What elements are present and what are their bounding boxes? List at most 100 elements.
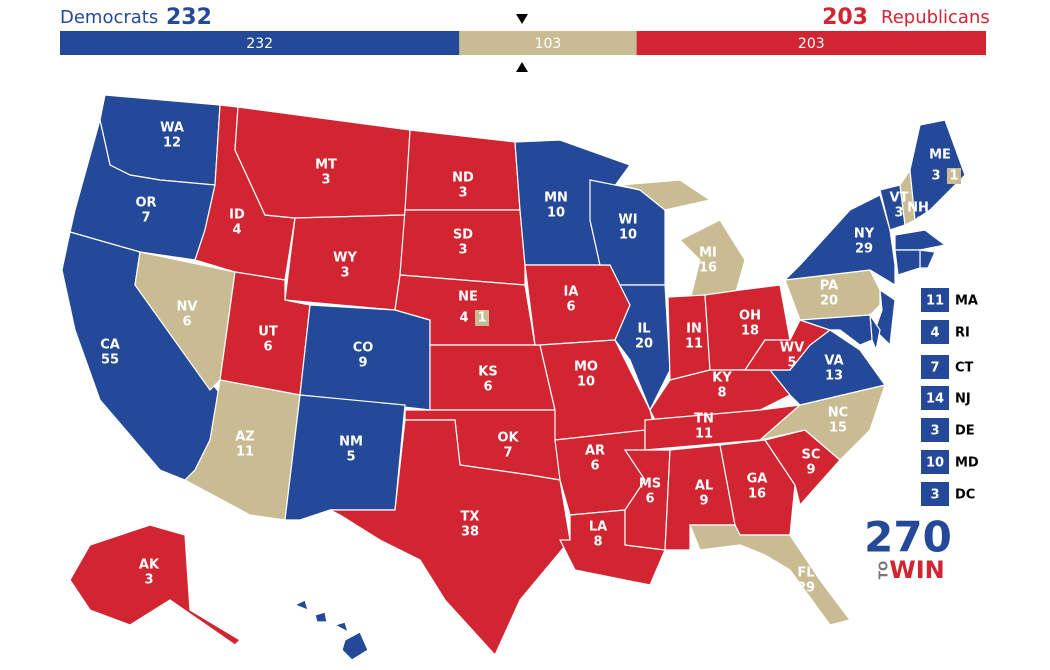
state-votes: 9 bbox=[699, 494, 708, 509]
state-votes: 11 bbox=[236, 445, 254, 460]
state-votes: 29 bbox=[797, 581, 815, 596]
state-votes: 11 bbox=[695, 427, 713, 442]
state-abbr: NH bbox=[907, 201, 929, 216]
state-votes: 10 bbox=[619, 228, 637, 243]
small-state-votes: 4 bbox=[930, 326, 939, 341]
state bbox=[909, 119, 966, 222]
state bbox=[399, 209, 526, 286]
state-votes: 20 bbox=[635, 337, 653, 352]
state-votes: 29 bbox=[855, 242, 873, 257]
logo-to: TO bbox=[877, 561, 891, 579]
state-abbr: VT bbox=[890, 191, 909, 206]
state-abbr: WA bbox=[160, 121, 184, 136]
state-abbr: PA bbox=[820, 279, 838, 294]
small-state-votes: 7 bbox=[930, 361, 939, 376]
state bbox=[919, 249, 936, 269]
small-state-box bbox=[921, 320, 949, 344]
rep-total: 203 bbox=[822, 5, 868, 30]
state-votes: 4 bbox=[459, 311, 468, 326]
state bbox=[329, 419, 571, 657]
state-abbr: MS bbox=[639, 477, 661, 492]
state-votes: 13 bbox=[825, 369, 843, 384]
state-votes: 8 bbox=[593, 535, 602, 550]
state bbox=[783, 194, 896, 287]
logo-win: WIN bbox=[889, 556, 945, 584]
state-votes: 16 bbox=[699, 261, 717, 276]
state bbox=[341, 631, 369, 661]
state-votes: 18 bbox=[741, 324, 759, 339]
state-abbr: TN bbox=[694, 412, 714, 427]
small-state-box bbox=[921, 450, 949, 474]
state-votes: 20 bbox=[820, 294, 838, 309]
state bbox=[333, 621, 349, 634]
small-state-votes: 3 bbox=[930, 488, 939, 503]
state-votes: 3 bbox=[321, 173, 330, 188]
state-abbr: AZ bbox=[235, 430, 255, 445]
small-state-box bbox=[921, 418, 949, 442]
state-abbr: OR bbox=[135, 196, 156, 211]
state-abbr: MN bbox=[544, 191, 568, 206]
small-state-box bbox=[921, 288, 949, 312]
arrow-down bbox=[516, 14, 528, 24]
state-abbr: NE bbox=[458, 290, 478, 305]
state-abbr: WY bbox=[333, 251, 357, 266]
small-state-abbr: NJ bbox=[955, 392, 971, 407]
state-abbr: ME bbox=[929, 148, 951, 163]
state-abbr: KY bbox=[712, 371, 732, 386]
state-votes: 4 bbox=[913, 216, 922, 231]
dem-total: 232 bbox=[166, 5, 212, 30]
state bbox=[69, 524, 241, 646]
split-votes: 1 bbox=[477, 311, 486, 326]
state bbox=[894, 229, 947, 251]
state-votes: 3 bbox=[931, 169, 940, 184]
state-votes: 9 bbox=[358, 356, 367, 371]
state-abbr: HI bbox=[314, 633, 330, 648]
state-votes: 55 bbox=[101, 353, 119, 368]
state-abbr: CO bbox=[353, 341, 374, 356]
split-box bbox=[475, 310, 489, 326]
state-abbr: LA bbox=[589, 520, 607, 535]
state-votes: 5 bbox=[346, 450, 355, 465]
state-votes: 9 bbox=[806, 463, 815, 478]
state-votes: 7 bbox=[141, 211, 150, 226]
state-votes: 4 bbox=[317, 648, 326, 663]
state-votes: 8 bbox=[717, 386, 726, 401]
state-votes: 4 bbox=[232, 223, 241, 238]
small-state-abbr: MD bbox=[955, 456, 979, 471]
state bbox=[743, 319, 832, 371]
state-abbr: SD bbox=[453, 228, 473, 243]
small-state-abbr: CT bbox=[955, 361, 974, 376]
small-state-abbr: MA bbox=[955, 294, 978, 309]
state bbox=[524, 264, 631, 346]
state-abbr: CA bbox=[100, 338, 120, 353]
state-votes: 6 bbox=[483, 380, 492, 395]
state-votes: 10 bbox=[577, 375, 595, 390]
small-state-abbr: RI bbox=[955, 326, 970, 341]
state-abbr: MT bbox=[315, 158, 337, 173]
state-votes: 3 bbox=[144, 573, 153, 588]
small-state-boxes: 11 MA 4 RI 7 CT 14 NJ 3 DE 10 MD 3 DC bbox=[921, 288, 979, 506]
state-abbr: TX bbox=[461, 510, 480, 525]
state-votes: 16 bbox=[748, 487, 766, 502]
state-votes: 6 bbox=[566, 300, 575, 315]
state-votes: 6 bbox=[645, 492, 654, 507]
state bbox=[619, 179, 712, 211]
state-abbr: MO bbox=[574, 360, 598, 375]
small-state-abbr: DC bbox=[955, 488, 975, 503]
state-votes: 11 bbox=[685, 337, 703, 352]
state-votes: 6 bbox=[263, 340, 272, 355]
small-state-box bbox=[921, 386, 949, 410]
state-votes: 3 bbox=[458, 243, 467, 258]
state-votes: 38 bbox=[461, 525, 479, 540]
small-state-abbr: DE bbox=[955, 424, 975, 439]
small-state-votes: 11 bbox=[926, 294, 944, 309]
logo-number: 270 bbox=[864, 513, 952, 562]
state-votes: 5 bbox=[787, 356, 796, 371]
small-state-votes: 3 bbox=[930, 424, 939, 439]
state-abbr: SC bbox=[802, 448, 821, 463]
small-state-box bbox=[921, 482, 949, 506]
state-abbr: KS bbox=[478, 365, 497, 380]
